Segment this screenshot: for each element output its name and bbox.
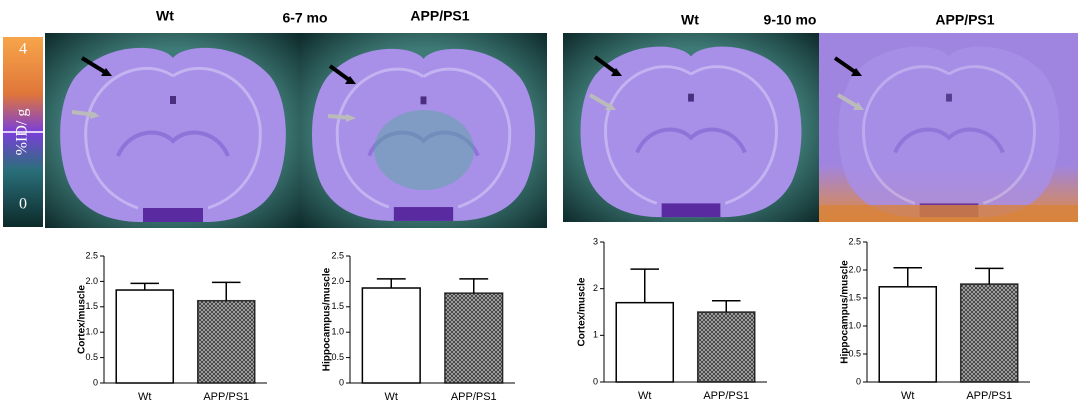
group-label: APP/PS1 <box>935 12 994 28</box>
y-tick-label: 0 <box>856 376 861 386</box>
y-axis-label: Cortex/muscle <box>577 277 588 346</box>
group-label: Wt <box>156 8 174 24</box>
bar <box>361 287 421 384</box>
colorbar-max: 4 <box>19 41 27 58</box>
y-axis-label: Hippocampus/muscle <box>840 260 851 364</box>
bar <box>696 311 756 383</box>
y-tick-label: 2.0 <box>331 276 344 286</box>
bar <box>444 292 504 384</box>
error-bar <box>630 268 660 303</box>
x-tick-label: Wt <box>638 390 651 402</box>
y-tick-label: 2.5 <box>85 250 98 260</box>
age-label: 9-10 mo <box>764 12 817 28</box>
error-bar <box>211 281 241 301</box>
y-tick-label: 0.5 <box>85 352 98 362</box>
y-tick-label: 1.0 <box>331 327 344 337</box>
bar <box>115 289 175 384</box>
bar <box>615 301 675 383</box>
colorbar-min: 0 <box>19 196 27 213</box>
group-label: Wt <box>681 12 699 28</box>
x-tick-label: Wt <box>901 390 914 402</box>
colorbar-label: %ID/ g <box>14 109 31 156</box>
y-tick-label: 0 <box>93 377 98 387</box>
error-bar <box>974 267 1004 284</box>
y-tick-label: 2.0 <box>848 264 861 274</box>
y-tick-label: 0.5 <box>331 352 344 362</box>
y-tick-label: 2.5 <box>331 250 344 260</box>
bar <box>878 286 938 383</box>
y-tick-label: 1.5 <box>331 301 344 311</box>
y-tick-label: 0.5 <box>848 348 861 358</box>
y-axis-label: Hippocampus/muscle <box>322 267 333 371</box>
y-tick-label: 1.5 <box>848 292 861 302</box>
y-tick-label: 1.5 <box>85 301 98 311</box>
y-tick-label: 2.5 <box>848 236 861 246</box>
y-tick-label: 0 <box>593 376 598 386</box>
y-axis-label: Cortex/muscle <box>77 285 88 354</box>
y-tick-label: 1.0 <box>85 327 98 337</box>
x-tick-label: APP/PS1 <box>966 390 1012 402</box>
brain-image <box>300 33 547 228</box>
brain-image <box>819 33 1078 222</box>
error-bar <box>893 267 923 287</box>
error-bar <box>711 300 741 312</box>
x-tick-label: Wt <box>138 391 151 403</box>
y-tick-label: 0 <box>339 377 344 387</box>
brain-image <box>45 33 300 228</box>
x-tick-label: Wt <box>385 391 398 403</box>
y-tick-label: 1.0 <box>848 320 861 330</box>
y-tick-label: 3 <box>593 236 598 246</box>
age-label: 6-7 mo <box>282 10 327 26</box>
x-tick-label: APP/PS1 <box>451 391 497 403</box>
error-bar <box>459 278 489 294</box>
y-tick-label: 1 <box>593 330 598 340</box>
bar <box>959 283 1019 383</box>
y-tick-label: 2 <box>593 283 598 293</box>
x-tick-label: APP/PS1 <box>203 391 249 403</box>
x-tick-label: APP/PS1 <box>703 390 749 402</box>
brain-image <box>563 33 819 222</box>
group-label: APP/PS1 <box>410 8 469 24</box>
error-bar <box>130 282 160 291</box>
error-bar <box>376 278 406 289</box>
bar <box>196 299 256 384</box>
y-tick-label: 2.0 <box>85 276 98 286</box>
